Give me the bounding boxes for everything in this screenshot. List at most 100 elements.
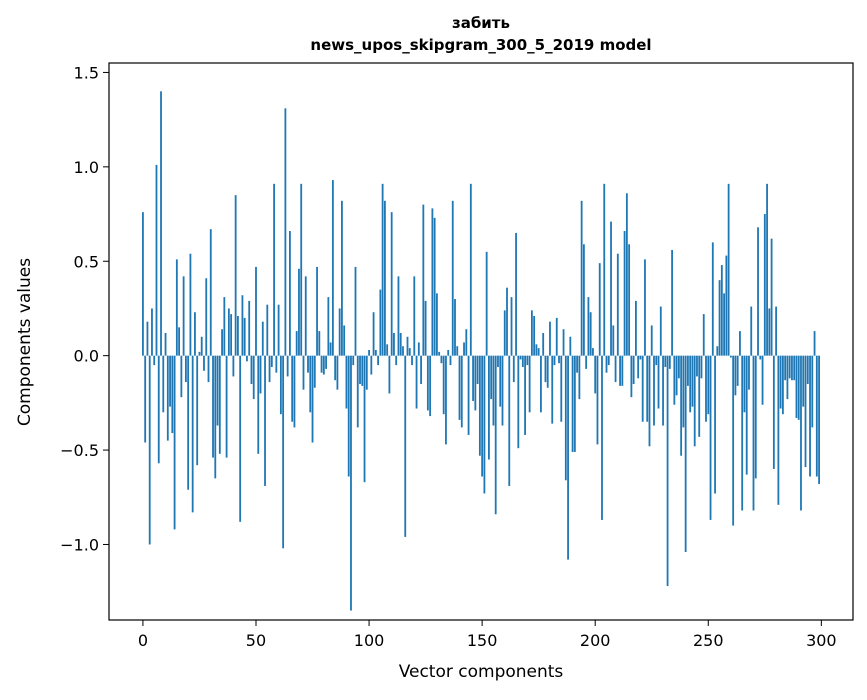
bar [607,355,610,366]
bar [770,238,773,356]
bar [711,242,714,356]
bar [307,355,309,373]
bar [648,355,651,447]
bar [743,355,746,413]
bar [578,355,581,400]
bar [664,355,667,367]
bar [619,355,621,386]
bars-group [142,91,820,611]
bar [151,308,153,356]
bar [610,221,612,356]
bar [341,200,343,356]
bar [687,355,689,386]
bar [517,355,520,449]
x-tick-label: 100 [354,631,385,650]
bar [655,355,658,366]
bar [408,348,411,356]
bar [698,355,701,437]
bar [295,331,298,356]
bar [546,355,549,388]
bar [180,355,183,398]
bar [218,355,221,454]
chart-title-line2: news_upos_skipgram_300_5_2019 model [310,36,651,54]
bar [463,342,465,356]
bar [191,355,194,513]
bar [540,355,542,413]
bar [465,329,468,356]
bar [680,355,683,456]
bar [791,355,793,381]
bar [585,355,588,369]
bar [804,355,807,468]
bar [374,350,377,356]
bar [788,355,791,379]
bar [289,231,291,356]
bar [268,355,271,383]
bar [282,355,285,549]
x-tick-label: 250 [693,631,724,650]
x-tick-label: 200 [580,631,611,650]
bar [476,355,479,384]
bar [510,297,513,356]
bar [318,331,321,356]
bar [411,355,413,366]
bar [142,212,144,356]
bar [286,355,289,377]
bar [422,204,425,356]
bar [558,355,560,364]
bar [458,355,461,420]
bar [580,200,583,356]
bar [275,355,278,373]
bar [750,306,753,356]
bar [506,287,508,356]
bar [625,193,628,356]
bar [696,355,698,377]
bar [592,348,594,356]
bar [757,227,759,356]
y-tick-label: 0.5 [74,252,99,271]
bar [250,355,253,384]
bar [325,355,327,369]
bar [447,350,450,356]
bar [573,355,576,452]
bar [309,355,312,413]
bar [533,316,536,356]
bar [549,321,551,356]
bar [818,355,820,485]
bar [381,183,384,356]
bar [460,355,463,428]
bar [359,355,361,384]
bar [668,355,671,369]
bar [334,355,337,381]
bar [555,317,558,356]
bar [786,355,789,400]
bar [155,164,158,356]
bar [551,355,554,424]
bar [379,289,382,356]
bar [264,355,266,486]
bar [739,331,741,356]
y-tick-label: 1.5 [74,63,99,82]
bar [729,355,732,358]
bar [553,355,556,366]
bar [417,342,420,356]
y-tick-label: −1.0 [60,535,99,554]
bar [684,355,687,553]
bar [223,297,226,356]
bar [646,355,649,422]
bar [705,355,707,422]
bar [277,304,280,356]
bar [766,183,768,356]
bar [246,355,248,362]
bar [772,355,775,469]
bar [383,200,386,356]
x-tick-label: 300 [806,631,837,650]
bar [605,355,608,373]
bar [304,276,307,356]
bar [614,355,617,383]
bar [777,355,780,505]
bar [399,333,402,356]
bar [675,355,678,396]
x-tick-label: 0 [138,631,148,650]
